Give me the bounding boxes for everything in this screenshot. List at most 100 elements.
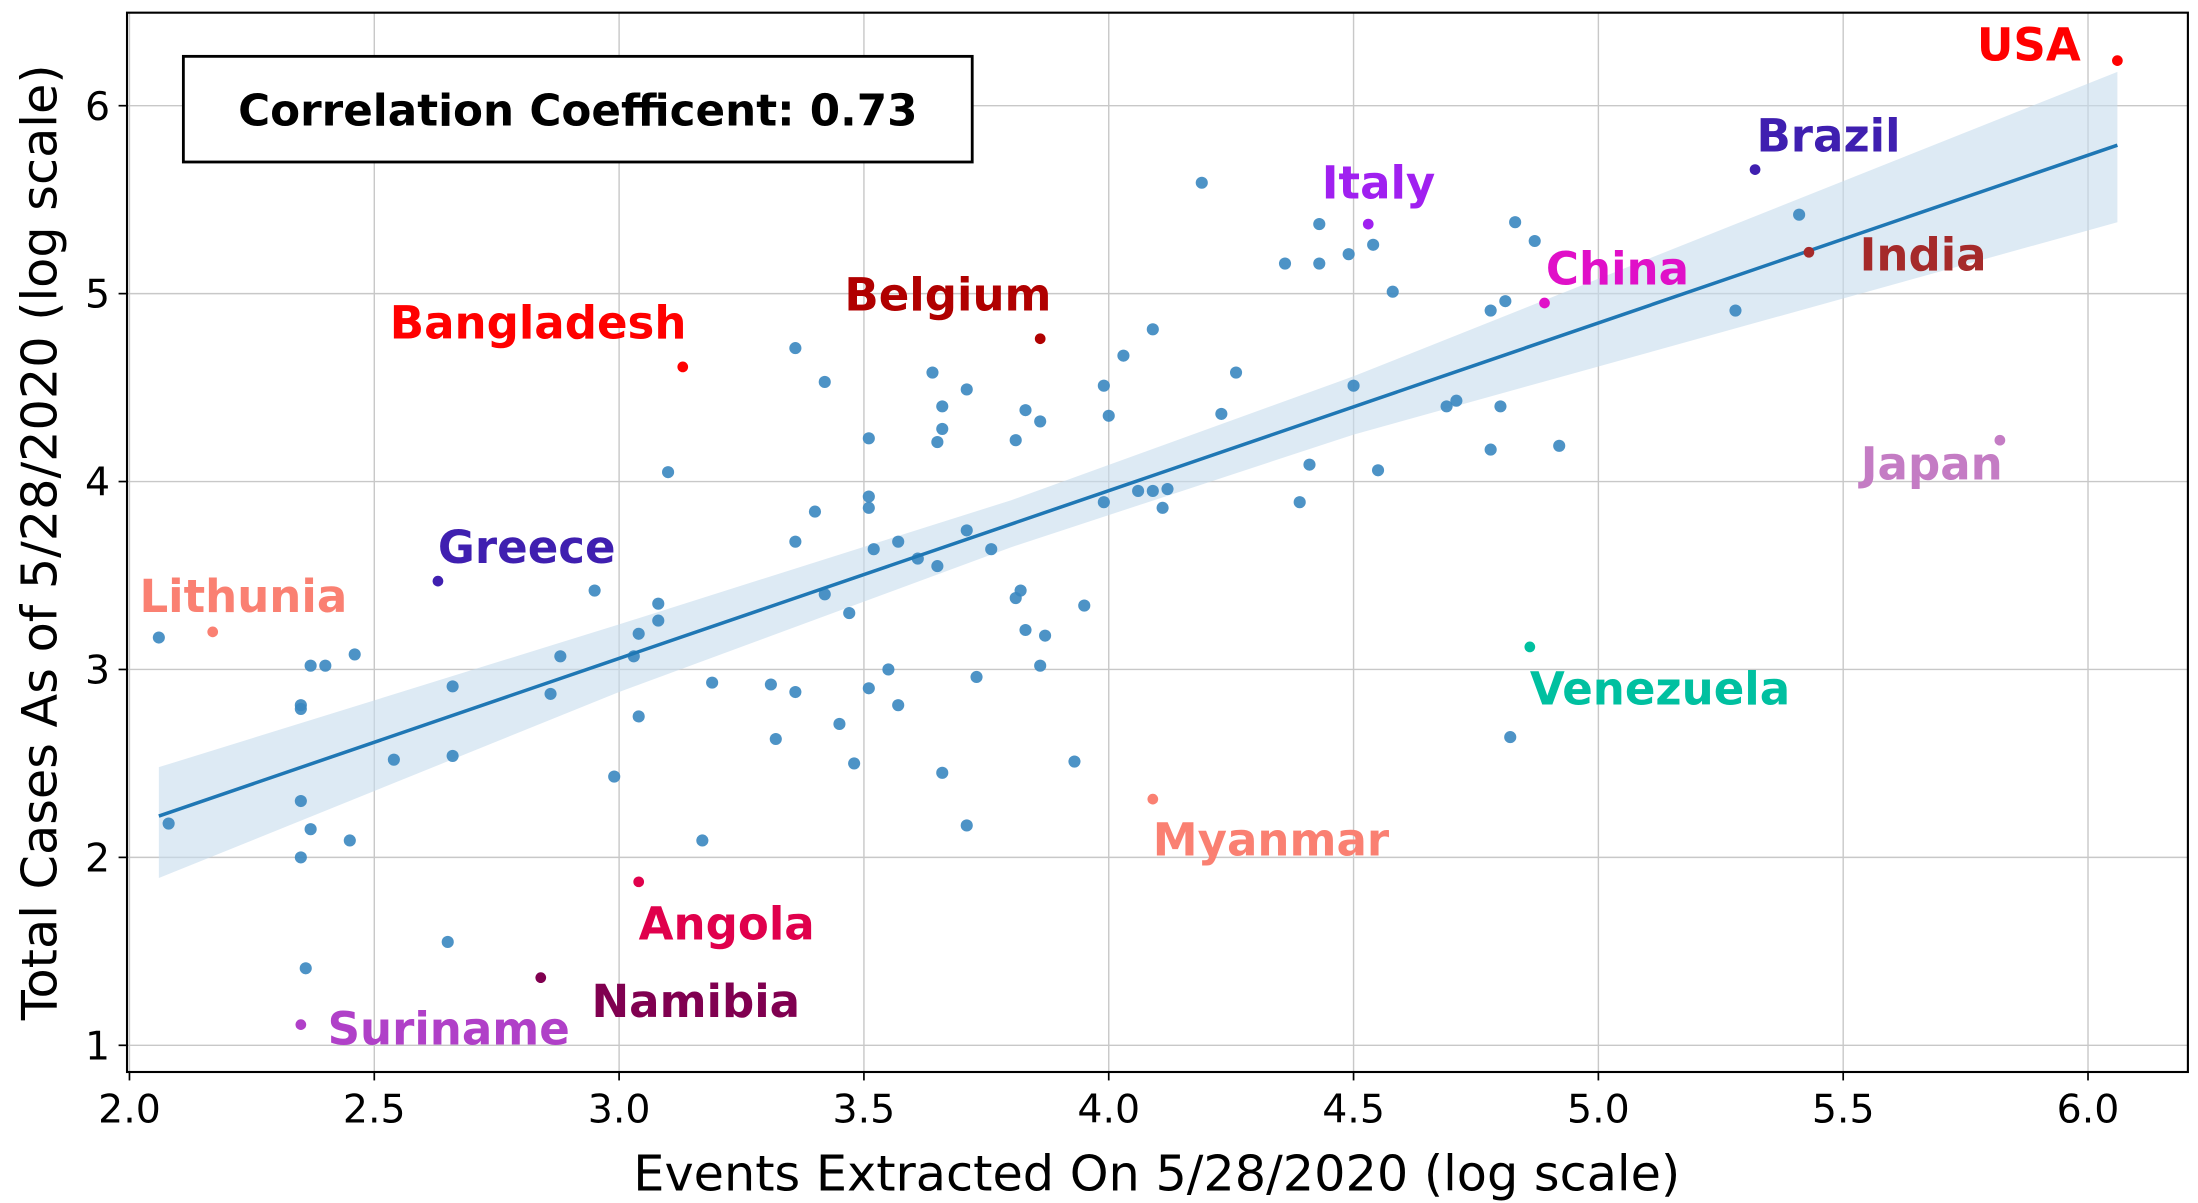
- data-point: [1313, 257, 1326, 270]
- y-tick-label: 2: [85, 835, 110, 881]
- data-point: [808, 505, 822, 518]
- data-point: [1097, 496, 1110, 509]
- data-point: [1229, 366, 1243, 379]
- data-point: [1034, 415, 1047, 428]
- data-points: [152, 143, 2118, 975]
- data-point: [304, 823, 317, 836]
- data-point: [387, 753, 400, 766]
- labeled-points: USA Brazil Italy China India Japan Belgium Bang…: [139, 19, 2123, 1055]
- data-point: [936, 422, 949, 435]
- data-point: [1293, 496, 1306, 509]
- point-suriname: [295, 1019, 307, 1030]
- data-point: [152, 631, 165, 644]
- x-tick-label: 3.5: [833, 1087, 896, 1133]
- y-axis-label: Total Cases As of 5/28/2020 (log scale): [11, 64, 69, 1021]
- label-china: China: [1546, 243, 1689, 296]
- label-angola: Angola: [639, 898, 815, 951]
- point-bangladesh: [677, 361, 689, 373]
- data-point: [926, 366, 939, 379]
- regression-line: [158, 143, 2118, 818]
- data-point: [936, 400, 949, 413]
- data-point: [554, 650, 567, 663]
- data-point: [1347, 379, 1360, 392]
- label-italy: Italy: [1322, 157, 1436, 210]
- x-tick-label: 5.5: [1812, 1087, 1875, 1133]
- data-point: [162, 817, 175, 830]
- data-point: [1278, 257, 1292, 270]
- data-point: [662, 466, 675, 479]
- label-japan: Japan: [1858, 438, 2003, 491]
- plot-frame: [125, 11, 2189, 1074]
- x-tick-label: 6.0: [2057, 1087, 2120, 1133]
- data-point: [1367, 238, 1380, 251]
- data-point: [1440, 400, 1453, 413]
- data-point: [1146, 484, 1159, 497]
- data-point: [1729, 304, 1742, 317]
- point-china: [1539, 297, 1550, 309]
- data-point: [1342, 248, 1355, 261]
- x-tick-label: 4.5: [1322, 1087, 1385, 1133]
- data-point: [1161, 483, 1174, 496]
- ticks: 2.0 2.5 3.0 3.5 4.0 4.5 5.0 5.5 6.0 1 2 3 4 5 6: [85, 84, 2119, 1133]
- correlation-text: Correlation Coefficent: 0.73: [238, 85, 917, 136]
- data-point: [789, 685, 802, 699]
- data-point: [931, 436, 944, 449]
- data-point: [319, 659, 332, 672]
- data-point: [818, 588, 831, 601]
- x-tick-label: 3.0: [588, 1087, 651, 1133]
- point-brazil: [1749, 164, 1761, 175]
- y-tick-label: 6: [85, 84, 110, 130]
- data-point: [789, 535, 802, 548]
- data-point: [843, 607, 856, 620]
- data-point: [1484, 443, 1497, 456]
- point-belgium: [1034, 333, 1046, 345]
- data-point: [343, 834, 356, 847]
- label-namibia: Namibia: [591, 975, 800, 1028]
- x-tick-label: 5.0: [1567, 1087, 1630, 1133]
- label-lithunia: Lithunia: [139, 570, 347, 623]
- data-point: [1146, 323, 1159, 336]
- data-point: [446, 680, 459, 693]
- data-point: [1156, 501, 1169, 514]
- y-tick-label: 4: [85, 460, 110, 506]
- data-point: [1034, 659, 1047, 672]
- data-point: [1484, 304, 1497, 317]
- data-point: [1504, 731, 1517, 744]
- data-point: [862, 682, 875, 695]
- data-point: [1371, 464, 1385, 477]
- label-greece: Greece: [438, 521, 616, 574]
- data-point: [632, 627, 645, 640]
- x-tick-label: 2.0: [98, 1087, 161, 1133]
- data-point: [294, 851, 307, 864]
- data-point: [652, 597, 665, 610]
- point-india: [1803, 246, 1815, 258]
- data-point: [304, 659, 317, 672]
- data-point: [769, 732, 782, 746]
- y-tick-label: 1: [85, 1023, 110, 1069]
- point-japan: [1994, 434, 2006, 446]
- data-point: [1009, 434, 1022, 447]
- x-axis-label: Events Extracted On 5/28/2020 (log scale…: [633, 1144, 1680, 1202]
- label-myanmar: Myanmar: [1153, 813, 1390, 866]
- data-point: [1793, 208, 1806, 221]
- data-point: [1039, 629, 1052, 642]
- point-namibia: [535, 972, 547, 984]
- point-usa: [2112, 55, 2123, 66]
- point-greece: [432, 575, 444, 587]
- data-point: [848, 757, 861, 770]
- data-point: [1078, 599, 1091, 612]
- data-point: [960, 819, 973, 832]
- point-venezuela: [1524, 641, 1536, 653]
- data-point: [446, 749, 459, 762]
- confidence-band: [158, 71, 2118, 879]
- label-suriname: Suriname: [328, 1002, 570, 1055]
- point-myanmar: [1147, 793, 1159, 805]
- data-point: [588, 584, 601, 597]
- data-point: [294, 794, 307, 808]
- data-point: [1386, 285, 1399, 298]
- data-point: [960, 383, 973, 396]
- y-tick-label: 3: [85, 648, 110, 694]
- data-point: [970, 670, 983, 684]
- data-point: [1499, 295, 1512, 308]
